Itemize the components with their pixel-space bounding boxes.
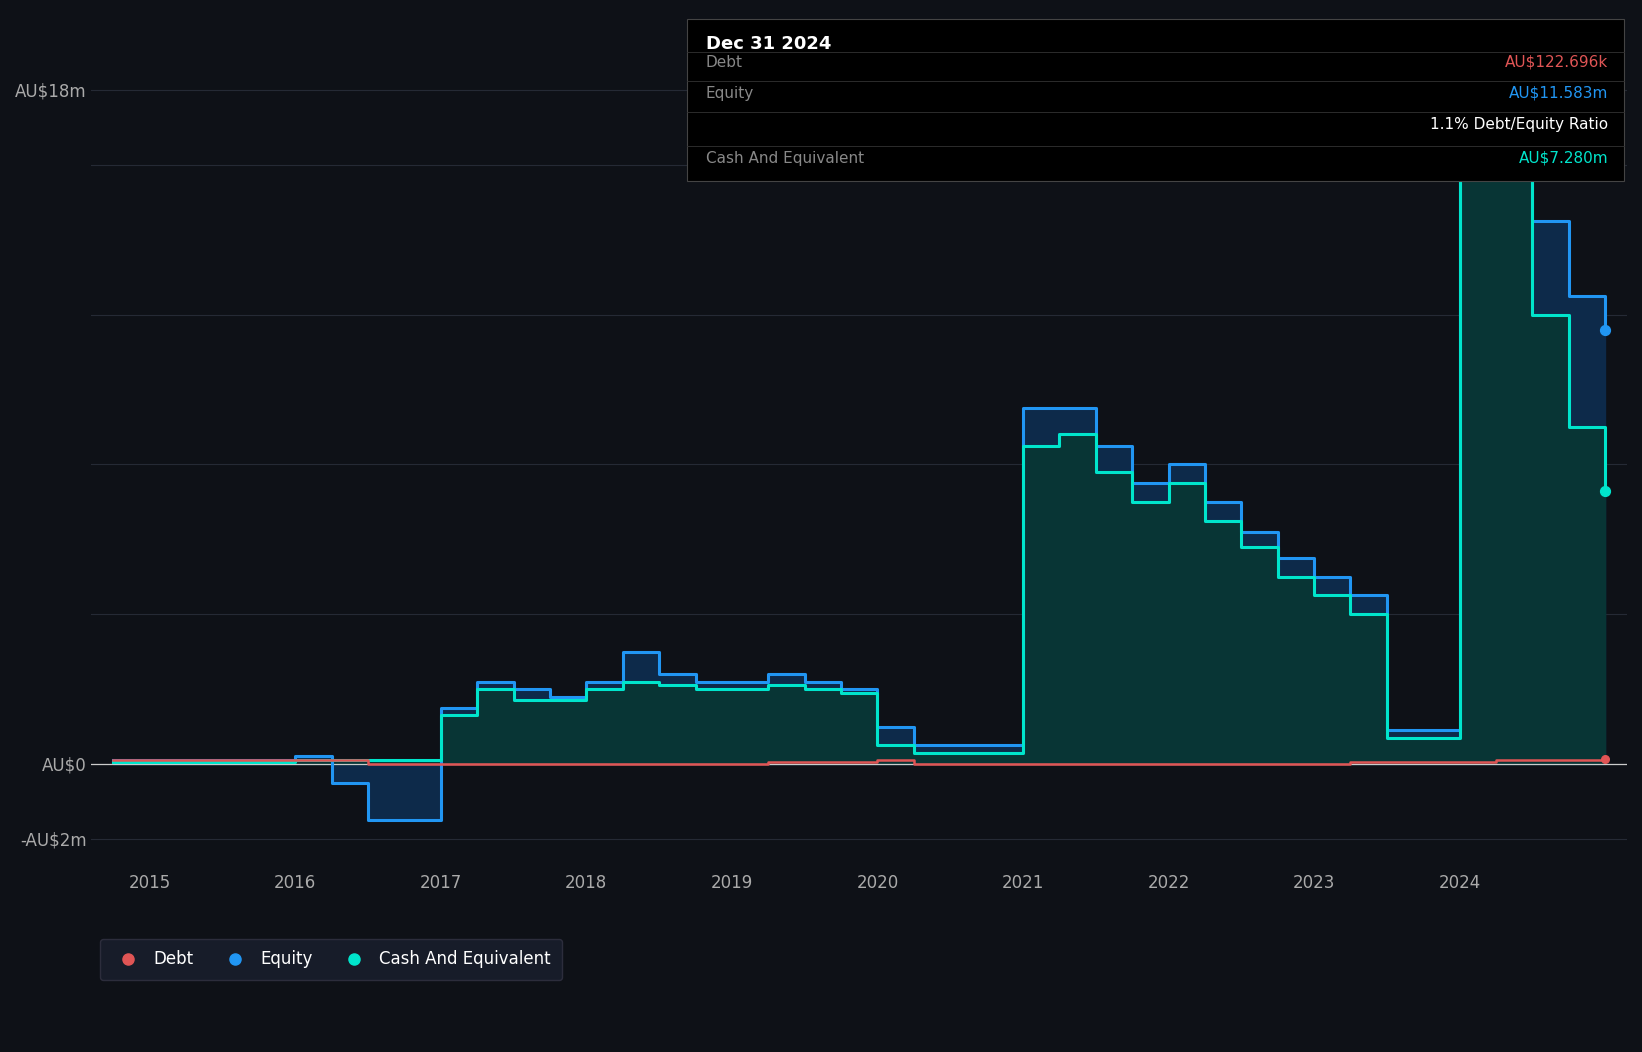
Text: AU$122.696k: AU$122.696k [1506,55,1609,70]
Point [1593,483,1619,500]
Text: Equity: Equity [706,86,754,101]
FancyBboxPatch shape [688,19,1624,182]
Legend: Debt, Equity, Cash And Equivalent: Debt, Equity, Cash And Equivalent [100,938,562,980]
Text: Cash And Equivalent: Cash And Equivalent [706,150,864,165]
Point [1593,751,1619,768]
Text: AU$7.280m: AU$7.280m [1519,150,1609,165]
Text: Dec 31 2024: Dec 31 2024 [706,35,831,53]
Point [1593,322,1619,339]
Text: AU$11.583m: AU$11.583m [1509,86,1609,101]
Text: Debt: Debt [706,55,742,70]
Text: 1.1% Debt/Equity Ratio: 1.1% Debt/Equity Ratio [1430,117,1609,132]
